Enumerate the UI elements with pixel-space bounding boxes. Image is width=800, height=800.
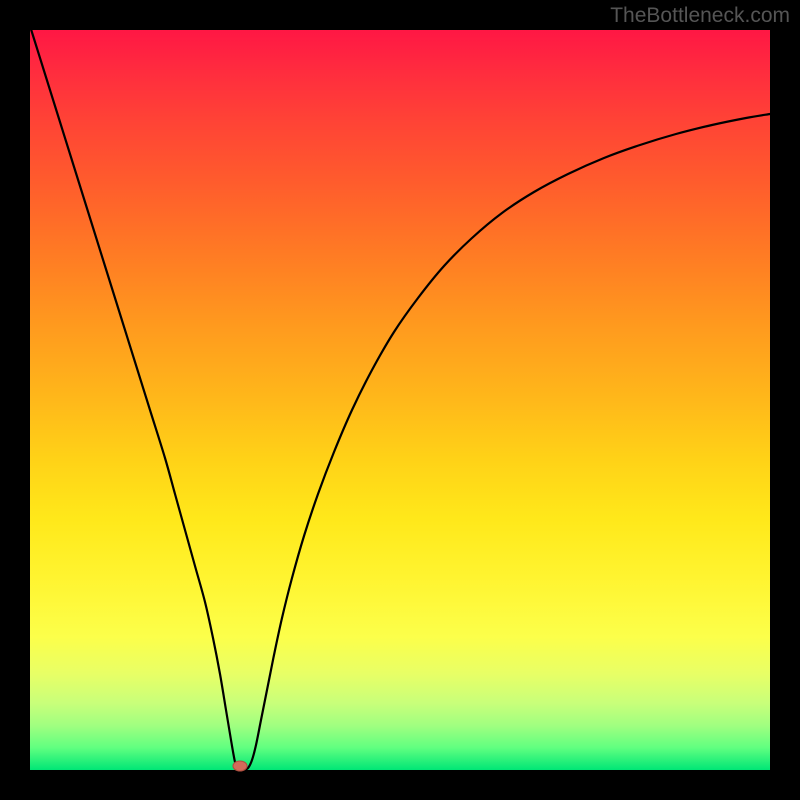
bottleneck-chart — [0, 0, 800, 800]
chart-frame: TheBottleneck.com — [0, 0, 800, 800]
watermark-text: TheBottleneck.com — [610, 4, 790, 28]
optimum-marker — [233, 761, 247, 771]
gradient-background — [30, 30, 770, 770]
